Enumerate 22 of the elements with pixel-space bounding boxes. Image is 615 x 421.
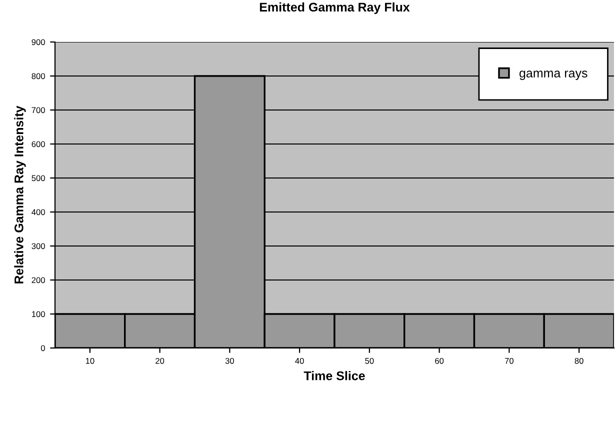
x-tick-label: 60 bbox=[435, 358, 444, 364]
y-tick-label: 500 bbox=[32, 175, 45, 182]
y-tick-label: 700 bbox=[32, 107, 45, 114]
x-tick-label: 20 bbox=[156, 358, 164, 364]
x-tick-label: 10 bbox=[86, 358, 94, 364]
y-tick-label: 600 bbox=[32, 141, 45, 148]
x-tick-label: 40 bbox=[295, 358, 304, 364]
x-tick-label: 50 bbox=[365, 358, 374, 364]
legend-label: gamma rays bbox=[520, 70, 588, 80]
y-tick-label: 200 bbox=[32, 277, 45, 284]
x-tick-label: 80 bbox=[574, 358, 584, 364]
y-tick-label: 900 bbox=[32, 39, 45, 46]
y-tick-label: 0 bbox=[40, 345, 45, 352]
y-tick-label: 800 bbox=[32, 73, 45, 80]
y-axis-title: Relative Gamma Ray Intensity bbox=[14, 106, 26, 284]
y-tick-label: 100 bbox=[32, 311, 45, 318]
x-tick-label: 70 bbox=[504, 358, 514, 364]
x-tick-label: 30 bbox=[225, 358, 234, 364]
x-axis-title: Time Slice bbox=[304, 371, 365, 380]
y-tick-label: 400 bbox=[32, 209, 45, 216]
y-tick-label: 300 bbox=[32, 243, 45, 250]
chart-title: Emitted Gamma Ray Flux bbox=[260, 2, 410, 14]
